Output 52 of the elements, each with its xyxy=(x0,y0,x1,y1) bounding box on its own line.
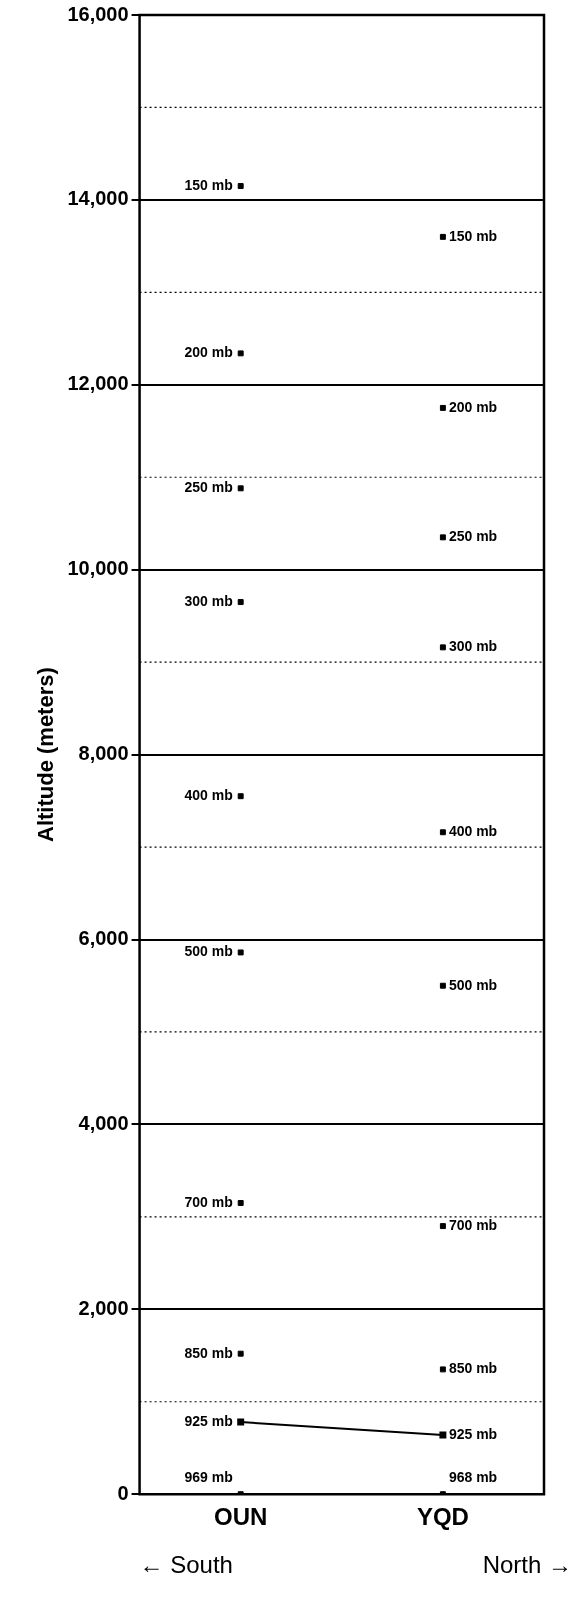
point xyxy=(237,183,244,190)
point xyxy=(237,1350,244,1357)
point xyxy=(237,949,244,956)
series-label: 850 mb xyxy=(448,1360,498,1377)
y-tick-label: 10,000 xyxy=(67,557,129,580)
text: 150 mb xyxy=(184,176,233,193)
point xyxy=(439,404,446,411)
series-label: 968 mb xyxy=(448,1469,498,1486)
point xyxy=(237,599,244,606)
point xyxy=(439,1223,446,1230)
series-label: 700 mb xyxy=(448,1216,498,1233)
text: 300 mb xyxy=(184,592,233,609)
series-label: 150 mb xyxy=(448,227,498,244)
series-label: 400 mb xyxy=(448,823,498,840)
y-tick-label: 2,000 xyxy=(78,1296,129,1319)
point xyxy=(237,793,244,800)
y-tick-label: 8,000 xyxy=(78,742,129,765)
series-label: 200 mb xyxy=(448,398,498,415)
x-tick-label: YQD xyxy=(416,1503,469,1531)
point xyxy=(439,1366,446,1373)
y-axis-title: Altitude (meters) xyxy=(33,667,59,842)
text: 925 mb xyxy=(184,1412,233,1429)
y-tick-label: 16,000 xyxy=(67,2,129,25)
y-tick-label: 14,000 xyxy=(67,187,129,210)
point xyxy=(439,1431,447,1439)
point xyxy=(237,350,244,357)
series-label: 500 mb xyxy=(448,976,498,993)
point xyxy=(237,1418,245,1426)
x-tick-label: OUN xyxy=(214,1503,268,1531)
text: 200 mb xyxy=(184,344,233,361)
text: 400 mb xyxy=(184,787,233,804)
point xyxy=(439,982,446,989)
point xyxy=(439,534,446,541)
text: 250 mb xyxy=(184,479,233,496)
text: 700 mb xyxy=(184,1193,233,1210)
y-tick-label: 6,000 xyxy=(78,927,129,950)
text: North → xyxy=(482,1550,572,1578)
series-label: 300 mb xyxy=(448,638,498,655)
series-label: 250 mb xyxy=(448,528,498,545)
y-tick-label: 0 xyxy=(117,1481,129,1504)
point xyxy=(237,485,244,492)
text: ← South xyxy=(139,1550,233,1578)
text: 850 mb xyxy=(184,1344,233,1361)
point xyxy=(439,829,446,836)
point xyxy=(439,233,446,240)
y-tick-label: 4,000 xyxy=(78,1111,129,1134)
series-label: 969 mb xyxy=(184,1469,233,1486)
series-label: 925 mb xyxy=(448,1425,498,1442)
y-tick-label: 12,000 xyxy=(67,372,129,395)
text: 500 mb xyxy=(184,943,233,960)
point xyxy=(237,1200,244,1206)
point xyxy=(439,644,446,651)
